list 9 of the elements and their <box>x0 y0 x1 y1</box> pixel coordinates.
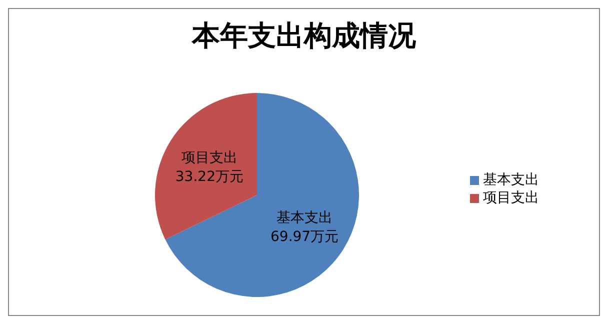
slice-label: 项目支出 <box>181 150 238 166</box>
data-label: 33.22万元 <box>175 169 244 186</box>
pie-slice <box>155 93 257 240</box>
legend-label: 基本支出 <box>483 172 539 188</box>
legend-label: 项目支出 <box>483 190 539 206</box>
chart-title: 本年支出构成情况 <box>190 18 417 54</box>
pie-slice <box>165 93 359 297</box>
slice-label: 基本支出 <box>276 210 333 226</box>
data-label: 69.97万元 <box>270 228 339 245</box>
